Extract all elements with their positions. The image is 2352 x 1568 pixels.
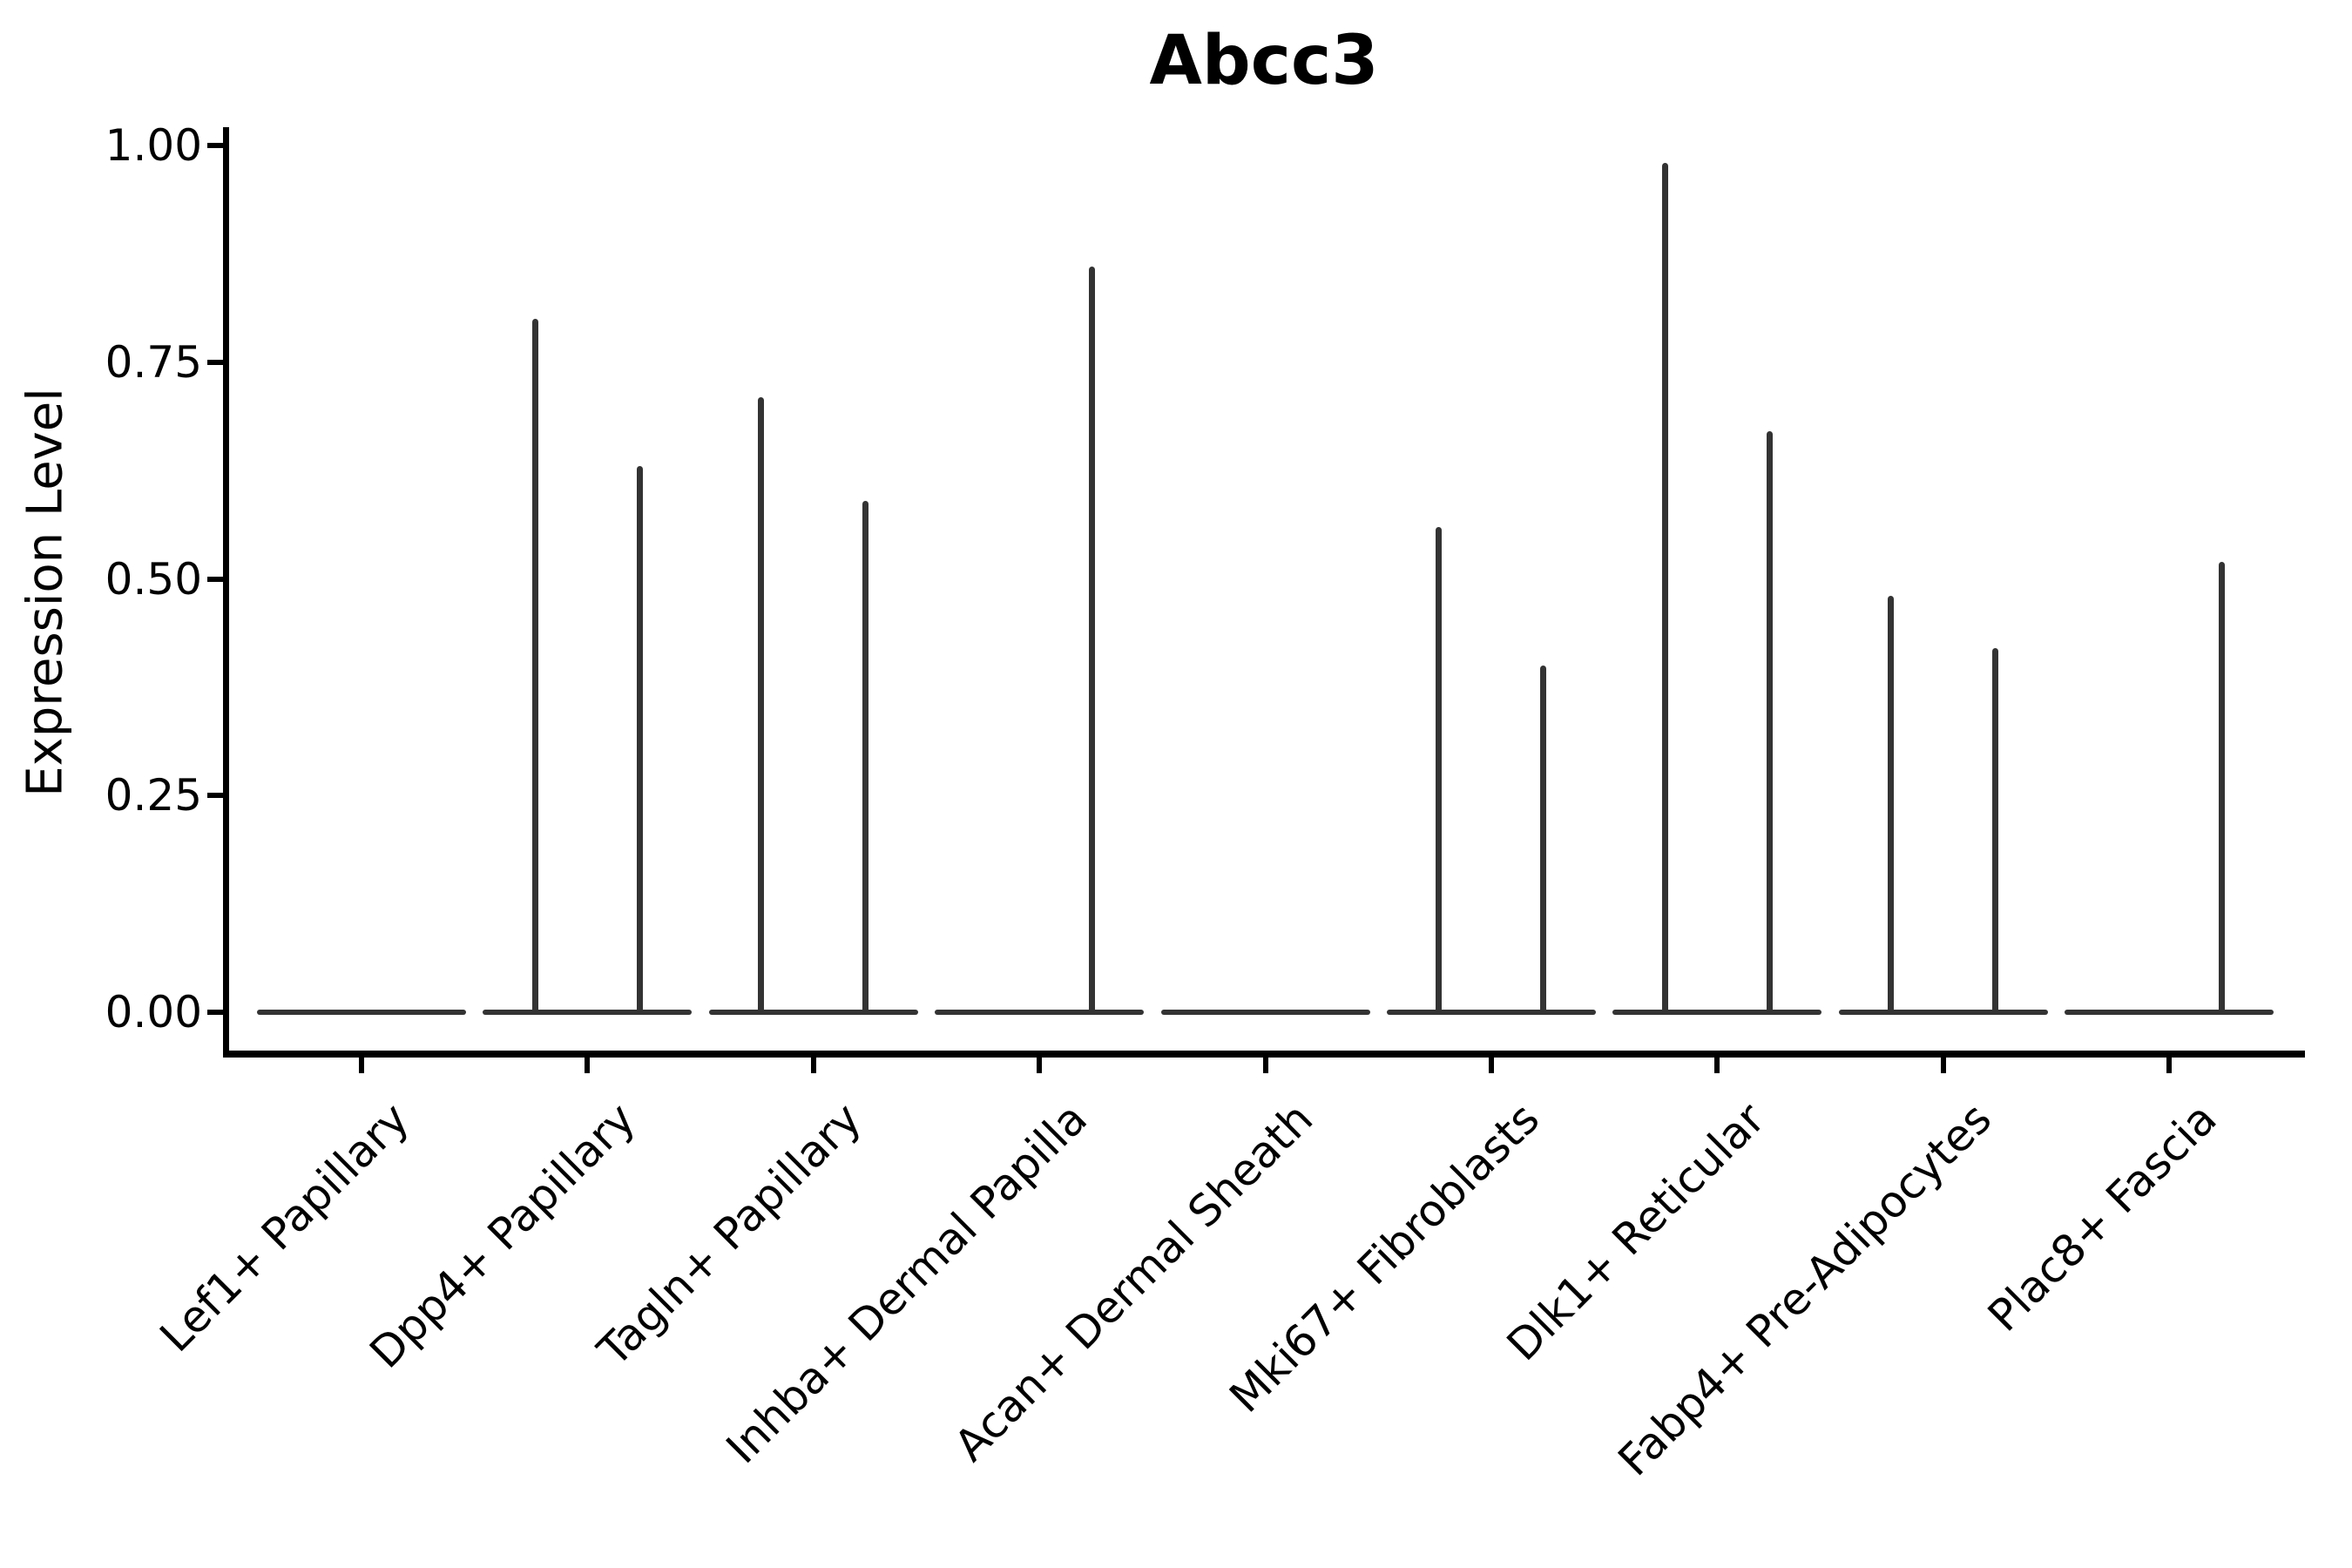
x-tick-mark [810,1058,816,1073]
violin-spike [531,319,538,1015]
violin-baseline [708,1010,918,1015]
y-tick-label: 0.00 [105,987,202,1037]
x-tick-label: Inhba+ Dermal Papilla [716,1093,1098,1474]
violin-baseline [935,1010,1145,1015]
y-tick-mark [207,1010,223,1015]
y-axis-spine [223,127,229,1058]
violin-spike [1888,596,1895,1015]
violin-spike [1661,162,1668,1015]
y-tick-label: 1.00 [105,120,202,171]
violin-spike [758,396,765,1015]
y-tick-mark [207,359,223,365]
violin-baseline [1160,1010,1370,1015]
x-tick-label: Plac8+ Fascia [1978,1093,2227,1342]
x-tick-mark [585,1058,591,1073]
x-tick-mark [1488,1058,1494,1073]
violin-baseline [1386,1010,1596,1015]
chart-title: Abcc3 [1149,22,1379,100]
x-tick-mark [1714,1058,1720,1073]
violin-spike [2218,561,2225,1015]
x-tick-mark [359,1058,364,1073]
violin-baseline [483,1010,693,1015]
x-axis-spine [223,1051,2305,1058]
violin-baseline [257,1010,466,1015]
violin-spike [1992,648,1999,1015]
violin-spike [1766,431,1773,1015]
x-tick-label: Acan+ Dermal Sheath [944,1093,1323,1471]
violin-spike [636,466,643,1015]
violin-baseline [1838,1010,2048,1015]
y-tick-label: 0.50 [105,553,202,605]
x-tick-label: Fabp4+ Pre-Adipocytes [1608,1093,2001,1486]
violin-baseline [2065,1010,2274,1015]
violin-spike [1088,267,1095,1015]
violin-spike [1540,666,1547,1015]
y-tick-mark [207,143,223,148]
x-tick-label: Lef1+ Papillary [150,1093,420,1362]
x-tick-mark [1037,1058,1043,1073]
x-tick-mark [1940,1058,1946,1073]
violin-spike [862,500,869,1015]
x-tick-mark [1262,1058,1268,1073]
y-tick-mark [207,793,223,799]
violin-spike [1436,526,1443,1015]
violin-baseline [1612,1010,1822,1015]
y-tick-label: 0.25 [105,770,202,821]
y-tick-mark [207,576,223,582]
x-tick-mark [2166,1058,2172,1073]
y-tick-label: 0.75 [105,336,202,388]
